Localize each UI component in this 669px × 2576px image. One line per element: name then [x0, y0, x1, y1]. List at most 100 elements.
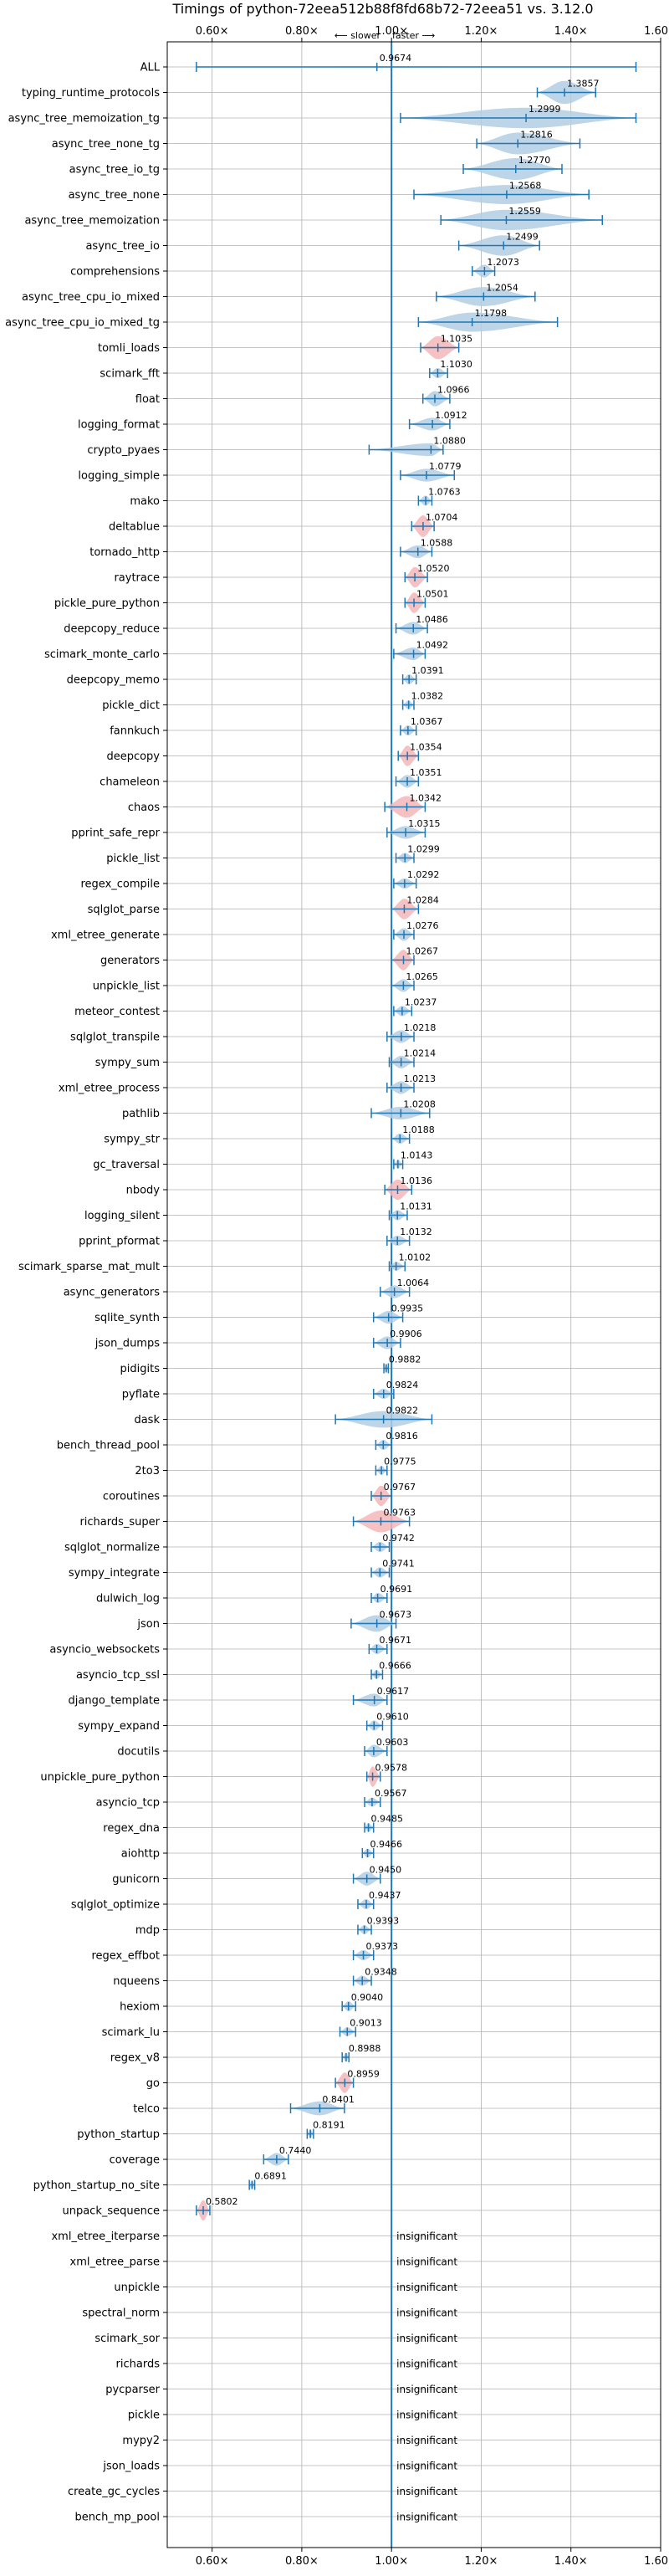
value-label: 1.2568 [509, 181, 542, 192]
value-label: 0.9373 [366, 1941, 399, 1952]
benchmark-label: telco [133, 2103, 160, 2116]
value-label: 0.9348 [365, 1967, 397, 1978]
value-label: 1.0136 [400, 1175, 432, 1186]
value-label: 0.8191 [313, 2120, 345, 2131]
benchmark-label: deepcopy_reduce [64, 623, 160, 636]
benchmark-label: regex_compile [80, 878, 160, 891]
insignificant-label: insignificant [396, 2410, 457, 2421]
benchmark-label: generators [100, 955, 160, 967]
x-tick-label-top: 1.00× [375, 25, 408, 38]
benchmark-label: async_tree_cpu_io_mixed_tg [5, 317, 160, 330]
value-label: 1.2559 [508, 206, 541, 217]
benchmark-label: pickle [128, 2410, 160, 2422]
insignificant-label: insignificant [396, 2256, 457, 2268]
value-label: 0.9816 [386, 1431, 418, 1442]
x-tick-label-top: 1.60× [644, 25, 669, 38]
benchmark-label: unpack_sequence [62, 2205, 160, 2218]
benchmark-label: unpickle_list [93, 981, 160, 993]
value-label: 1.0391 [411, 665, 444, 676]
value-label: 0.9567 [375, 1788, 407, 1799]
x-tick-label: 0.60× [196, 2555, 229, 2568]
benchmark-label: regex_effbot [91, 1950, 160, 1963]
value-label: 0.8988 [349, 2043, 381, 2054]
value-label: 0.9610 [376, 1712, 409, 1723]
benchmark-label: 2to3 [135, 1465, 160, 1477]
value-label: 1.0208 [403, 1099, 436, 1110]
value-label: 0.9466 [370, 1839, 403, 1850]
benchmark-label: sqlglot_optimize [71, 1899, 160, 1912]
value-label: 1.0704 [426, 512, 457, 523]
faster-direction-label: faster ⟶ [392, 30, 435, 41]
value-label: 1.0132 [400, 1227, 432, 1237]
value-label: 1.0218 [404, 1022, 436, 1033]
value-label: 0.9742 [382, 1533, 415, 1544]
value-label: 1.0276 [406, 920, 439, 931]
benchmark-label: comprehensions [70, 266, 160, 279]
benchmark-label: regex_v8 [110, 2052, 160, 2065]
value-label: 1.0501 [416, 589, 449, 600]
benchmark-label: unpickle_pure_python [40, 1771, 160, 1784]
benchmark-label: nbody [126, 1185, 161, 1197]
benchmark-label: coroutines [103, 1491, 160, 1503]
benchmark-label: sqlite_synth [94, 1312, 160, 1324]
benchmark-label: dask [134, 1414, 160, 1426]
benchmark-label: async_generators [64, 1287, 161, 1299]
value-label: 0.9603 [376, 1737, 409, 1748]
x-tick-label: 0.80× [285, 2555, 319, 2568]
value-label: 0.9450 [370, 1865, 402, 1876]
value-label: 1.0382 [411, 691, 444, 702]
benchmark-label: pathlib [122, 1108, 160, 1120]
value-label: 0.9393 [367, 1916, 400, 1927]
insignificant-label: insignificant [396, 2358, 457, 2370]
value-label: 0.9671 [380, 1635, 412, 1646]
benchmark-label: async_tree_none [69, 189, 160, 202]
x-tick-label: 1.40× [554, 2555, 588, 2568]
axes: 0.60× 0.60× 0.80× 0.80× 1.00× 1.00× 1.20× 1.20×… [163, 25, 669, 2568]
benchmark-label: xml_etree_iterparse [51, 2230, 160, 2243]
benchmark-label: mako [130, 495, 160, 508]
benchmark-label: aiohttp [121, 1848, 160, 1861]
benchmark-label: tomli_loads [98, 342, 160, 355]
value-label: 0.9882 [389, 1355, 421, 1365]
value-label: 0.5802 [206, 2196, 238, 2207]
value-label: 1.0351 [410, 767, 442, 778]
value-label: 1.0292 [407, 869, 440, 880]
benchmark-label: python_startup_no_site [33, 2179, 160, 2192]
value-label: 1.0520 [417, 563, 450, 574]
value-label: 0.9741 [382, 1559, 415, 1570]
value-label: 0.9673 [380, 1610, 412, 1621]
value-label: 1.0342 [410, 793, 442, 804]
value-label: 0.9485 [371, 1814, 404, 1825]
chart-marks: 0.9674 1.3857 1.2999 1.2816 1.2770 1.2568 1.25… [196, 42, 637, 2548]
benchmark-label: django_template [69, 1695, 160, 1708]
benchmark-label: json [136, 1618, 160, 1631]
benchmark-label: pprint_safe_repr [71, 827, 160, 840]
benchmark-label: mdp [135, 1924, 160, 1937]
value-label: 1.0880 [433, 436, 466, 447]
benchmark-label: pickle_pure_python [54, 597, 160, 610]
insignificant-label: insignificant [396, 2333, 457, 2344]
insignificant-label: insignificant [396, 2384, 457, 2395]
benchmark-label: json_dumps [94, 1338, 160, 1350]
plot-frame [166, 41, 661, 2548]
category-labels: ALL typing_runtime_protocols async_tree_me… [5, 62, 161, 2524]
benchmark-label: hexiom [120, 2001, 160, 2014]
value-label: 0.6891 [254, 2171, 287, 2182]
benchmark-label: scimark_fft [100, 368, 160, 381]
x-tick-label: 1.60× [644, 2555, 669, 2568]
benchmark-label: bench_thread_pool [57, 1440, 160, 1452]
benchmark-label: gunicorn [112, 1873, 160, 1886]
benchmark-label: float [135, 393, 160, 406]
value-label: 0.8959 [347, 2069, 380, 2080]
value-label: 1.1035 [441, 334, 473, 345]
benchmark-label: tornado_http [89, 546, 160, 559]
insignificant-label: insignificant [396, 2230, 457, 2242]
slower-direction-label: ⟵ slower [334, 30, 381, 41]
benchmark-label: xml_etree_generate [51, 930, 160, 942]
benchmark-label: async_tree_io_tg [69, 164, 160, 177]
value-label: 0.9617 [377, 1686, 410, 1697]
benchmark-label: fannkuch [110, 725, 160, 738]
value-label: 1.0299 [407, 844, 440, 855]
benchmark-label: scimark_monte_carlo [44, 648, 160, 661]
